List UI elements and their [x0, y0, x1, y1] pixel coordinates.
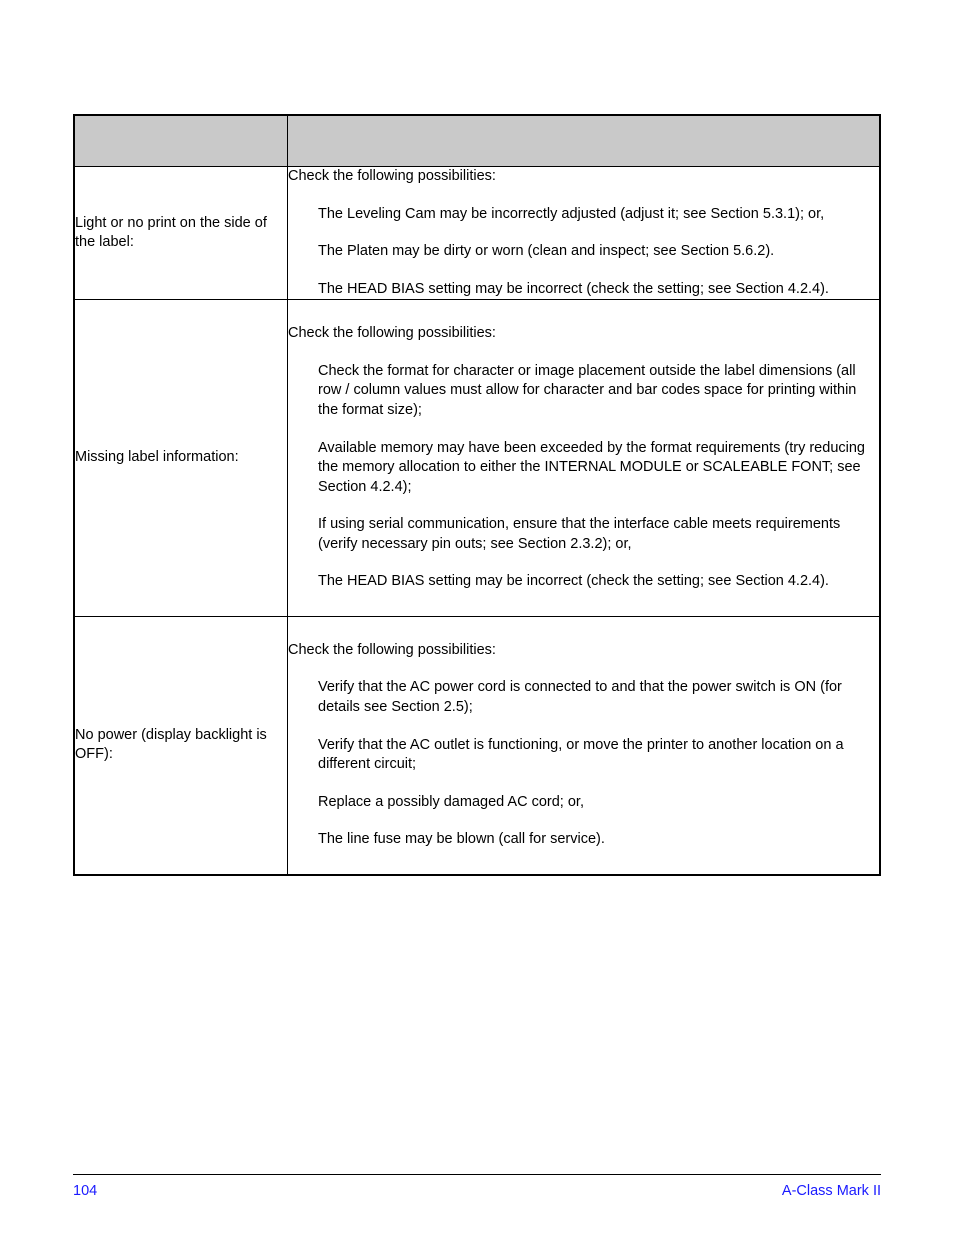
symptom-cell: Light or no print on the side of the lab…	[74, 167, 288, 300]
header-resolution	[288, 115, 881, 167]
resolution-intro: Check the following possibilities:	[288, 324, 879, 344]
symptom-cell: No power (display backlight is OFF):	[74, 616, 288, 874]
troubleshooting-table: Light or no print on the side of the lab…	[73, 114, 881, 876]
page-number: 104	[73, 1183, 97, 1199]
resolution-item: The Leveling Cam may be incorrectly adju…	[318, 205, 879, 225]
resolution-intro: Check the following possibilities:	[288, 641, 879, 661]
resolution-item: Replace a possibly damaged AC cord; or,	[318, 793, 879, 813]
resolution-cell: Check the following possibilities: Check …	[288, 300, 881, 617]
table-row: Light or no print on the side of the lab…	[74, 167, 880, 300]
resolution-item: Check the format for character or image …	[318, 362, 879, 421]
table-body: Light or no print on the side of the lab…	[74, 167, 880, 875]
resolution-intro: Check the following possibilities:	[288, 167, 879, 187]
resolution-item: The Platen may be dirty or worn (clean a…	[318, 242, 879, 262]
resolution-item: If using serial communication, ensure th…	[318, 515, 879, 554]
resolution-item: The line fuse may be blown (call for ser…	[318, 830, 879, 850]
resolution-cell: Check the following possibilities: Verify…	[288, 616, 881, 874]
resolution-item: Available memory may have been exceeded …	[318, 439, 879, 498]
symptom-cell: Missing label information:	[74, 300, 288, 617]
resolution-item: Verify that the AC power cord is connect…	[318, 678, 879, 717]
table-row: No power (display backlight is OFF):Chec…	[74, 616, 880, 874]
page-footer: 104 A-Class Mark II	[73, 1174, 881, 1199]
resolution-item: Verify that the AC outlet is functioning…	[318, 736, 879, 775]
resolution-cell: Check the following possibilities: The Le…	[288, 167, 881, 300]
product-name: A-Class Mark II	[782, 1183, 881, 1199]
header-symptom	[74, 115, 288, 167]
table-row: Missing label information:Check the foll…	[74, 300, 880, 617]
resolution-item: The HEAD BIAS setting may be incorrect (…	[318, 280, 879, 300]
resolution-item: The HEAD BIAS setting may be incorrect (…	[318, 572, 879, 592]
